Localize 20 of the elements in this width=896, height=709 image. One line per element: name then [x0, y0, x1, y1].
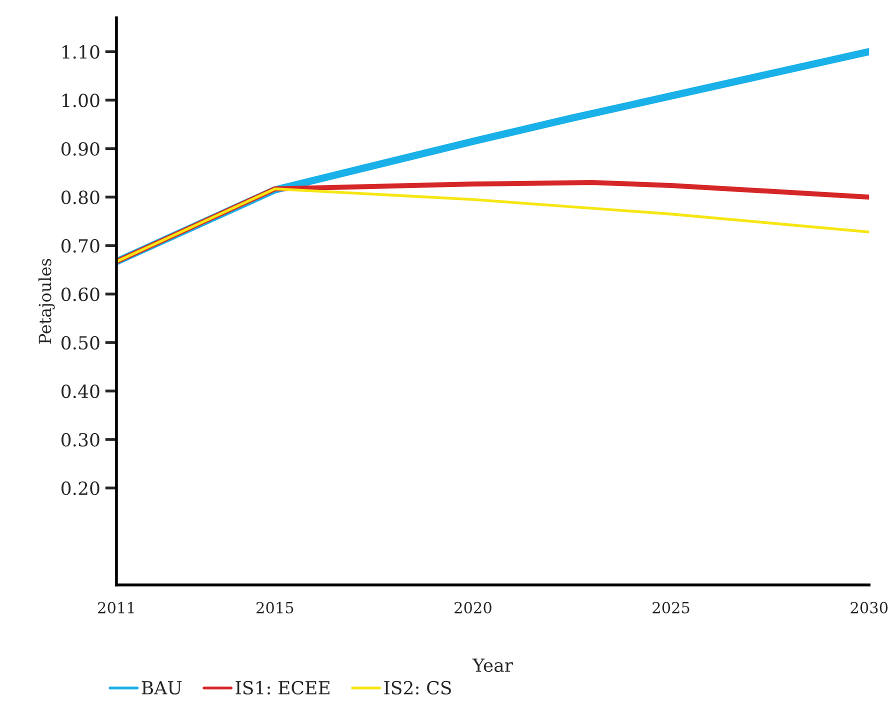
y-tick-label: 0.90: [61, 142, 100, 156]
y-tick-label: 0.70: [61, 239, 100, 253]
legend-label: BAU: [142, 681, 182, 695]
y-axis-title: Petajoules: [38, 258, 55, 344]
y-tick-label: 1.00: [62, 94, 100, 108]
y-tick-label: 0.20: [61, 481, 100, 496]
y-tick-label: 0.50: [61, 336, 100, 350]
y-tick-label: 0.40: [61, 384, 100, 398]
y-tick-label: 0.60: [61, 288, 100, 302]
legend-label: IS2: CS: [384, 680, 451, 695]
legend-label: IS1: ECEE: [236, 680, 330, 695]
x-tick-label: 2015: [256, 602, 294, 614]
y-tick-label: 0.30: [61, 432, 100, 447]
x-tick-label: 2030: [850, 602, 888, 614]
x-axis-title: Year: [472, 658, 514, 672]
x-tick-label: 2020: [454, 602, 492, 614]
x-tick-label: 2025: [652, 602, 690, 614]
x-tick-label: 2011: [98, 602, 134, 614]
y-tick-label: 1.10: [62, 45, 100, 59]
y-tick-label: 0.80: [61, 190, 100, 204]
